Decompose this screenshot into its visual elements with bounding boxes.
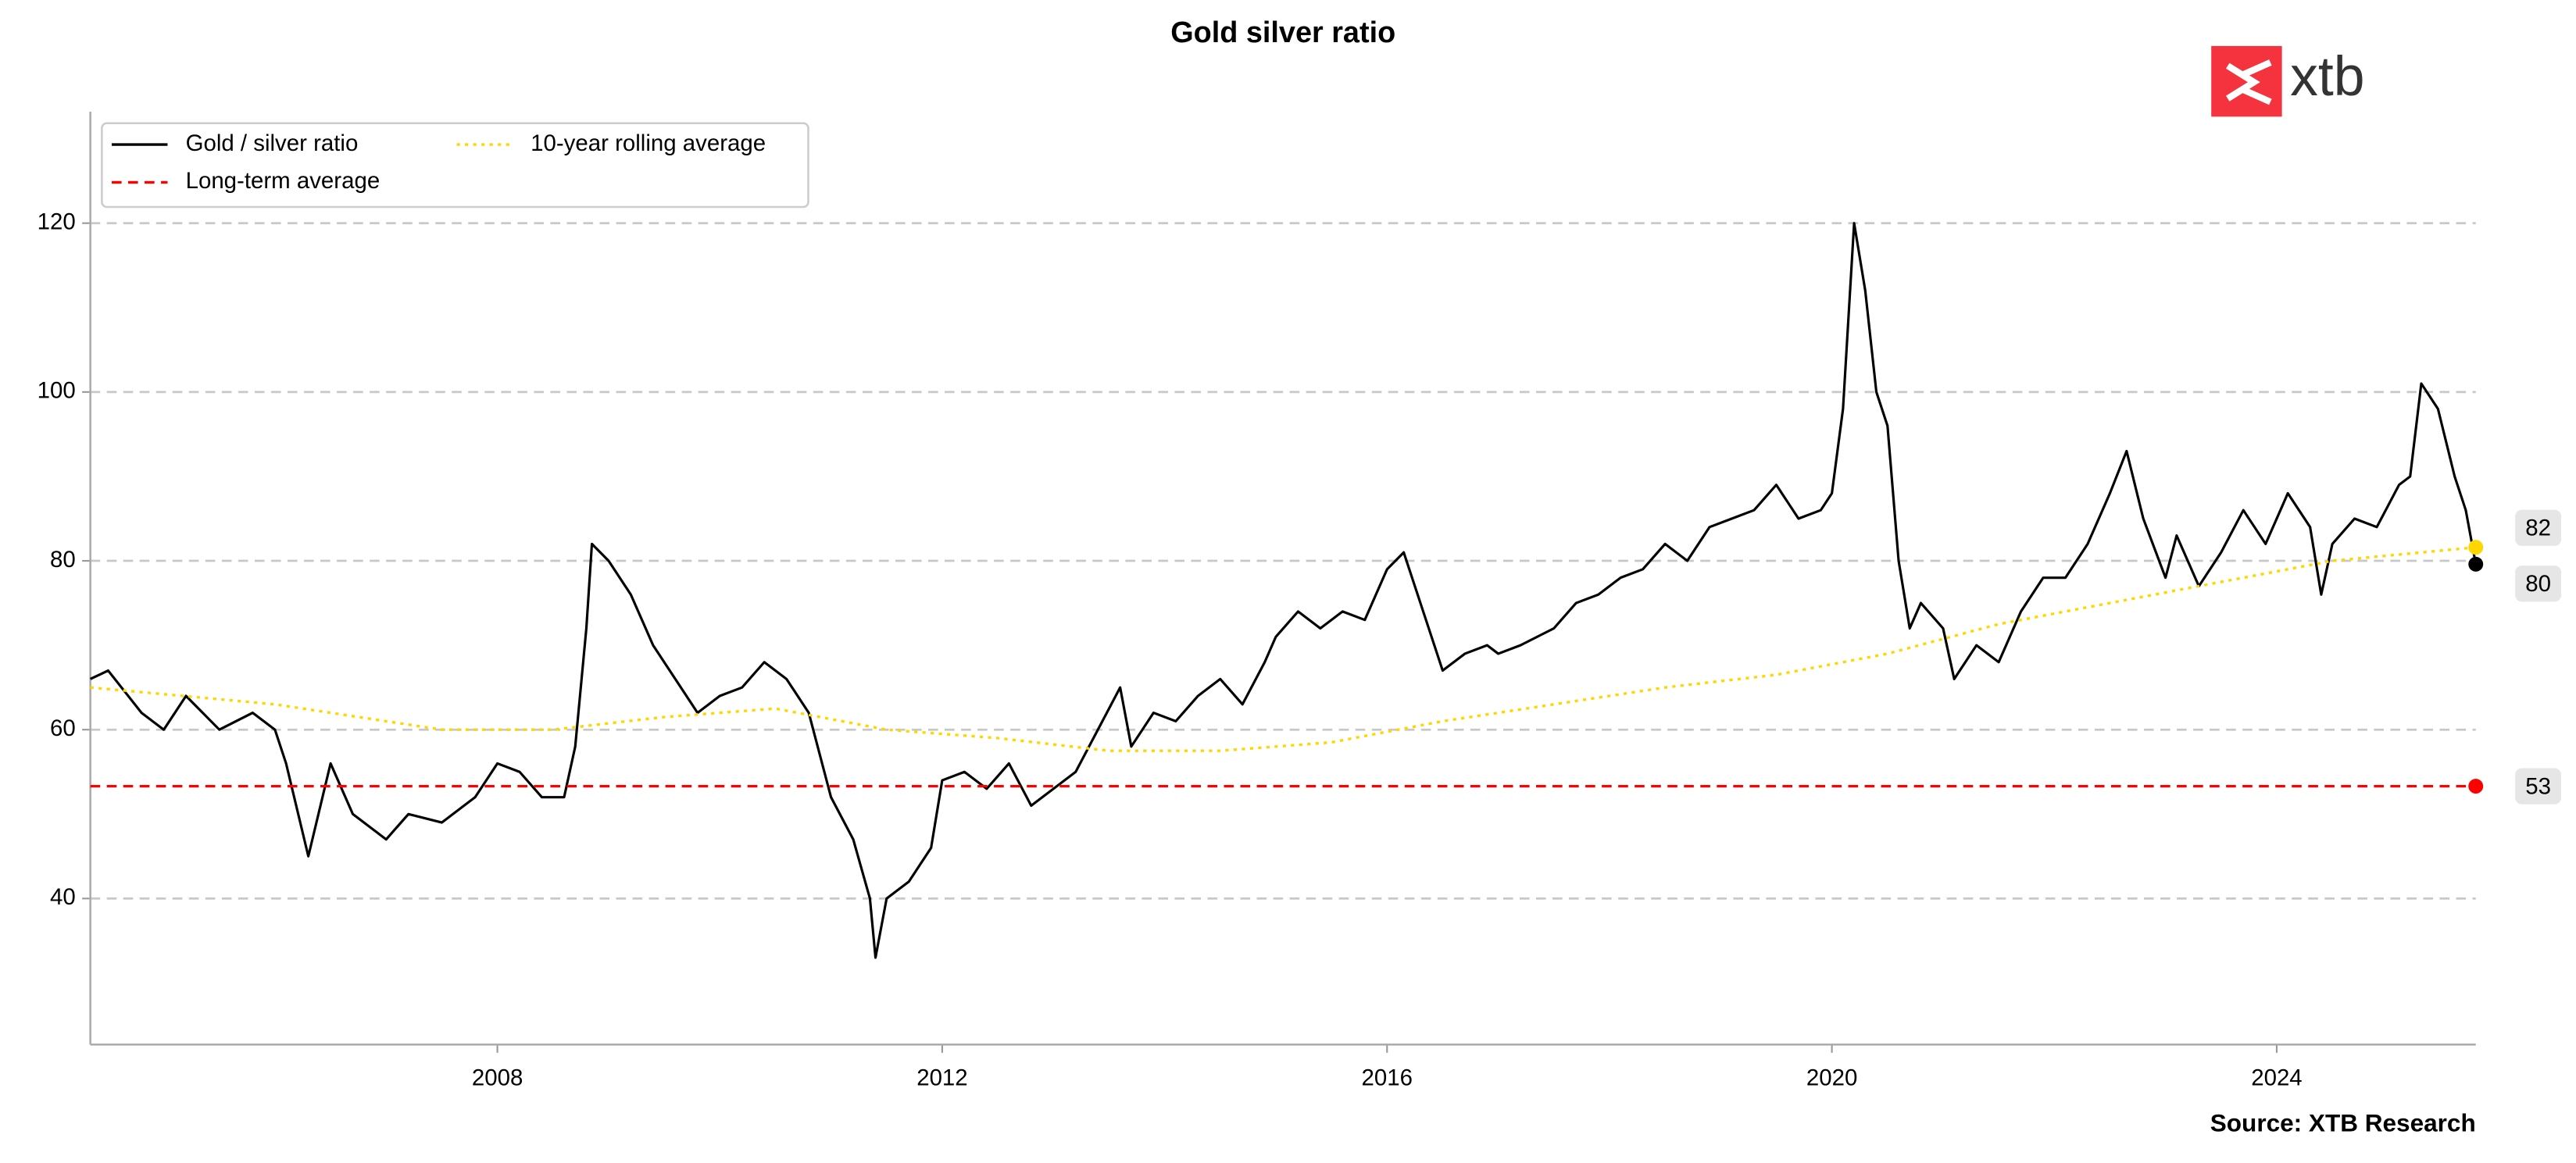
end-label: 80 [2525,571,2551,597]
x-tick-label: 2008 [472,1065,523,1090]
source: Source: XTB Research [2210,1109,2476,1137]
end-label: 53 [2525,773,2551,799]
logo-text: xtb [2290,45,2364,108]
legend-label: Gold / silver ratio [186,130,359,156]
series-line [89,222,2478,959]
end-marker [2468,779,2484,794]
end-label-box [2515,768,2562,804]
end-label-box [2515,509,2562,546]
y-tick-label: 80 [50,547,76,573]
chart-title: Gold silver ratio [1170,16,1395,49]
x-tick-label: 2024 [2251,1065,2302,1090]
logo-mark [2226,59,2272,105]
y-tick-label: 60 [50,715,76,741]
x-tick-label: 2020 [1806,1065,1857,1090]
x-tick-label: 2016 [1362,1065,1413,1090]
end-marker [2468,540,2484,555]
y-tick-label: 120 [38,209,76,234]
y-tick-label: 40 [50,884,76,910]
legend-label: Long-term average [186,168,381,194]
end-label: 82 [2525,516,2551,541]
legend-box [101,122,809,209]
y-tick-label: 100 [38,378,76,404]
legend: Gold / silver ratio Long-term average 10-y… [101,122,809,209]
legend-label: 10-year rolling average [531,130,766,156]
end-marker [2468,556,2484,572]
end-label-box [2515,565,2562,602]
x-tick-label: 2012 [916,1065,967,1090]
series-line [90,546,2476,752]
